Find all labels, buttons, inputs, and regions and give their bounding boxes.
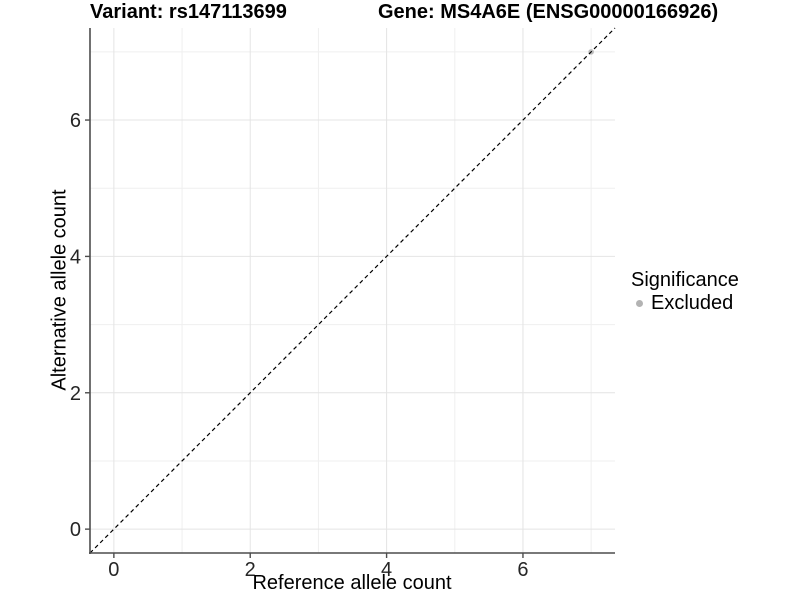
y-tick-label: 6 xyxy=(70,110,81,132)
legend-title: Significance xyxy=(631,269,739,291)
excluded-point-icon xyxy=(636,300,643,307)
y-tick-label: 0 xyxy=(70,519,81,541)
x-tick-label: 0 xyxy=(108,559,119,581)
x-tick-label: 6 xyxy=(517,559,528,581)
x-axis-title: Reference allele count xyxy=(252,572,452,594)
x-tick-label: 4 xyxy=(381,559,392,581)
variant-title: Variant: rs147113699 xyxy=(90,1,287,23)
y-tick-label: 2 xyxy=(70,383,81,405)
identity-dashed-line xyxy=(89,27,616,554)
legend-item-label: Excluded xyxy=(651,292,734,314)
y-tick-label: 4 xyxy=(70,246,81,268)
y-axis-title: Alternative allele count xyxy=(48,189,71,391)
gene-title: Gene: MS4A6E (ENSG00000166926) xyxy=(378,1,719,23)
legend: Significance Excluded xyxy=(631,268,739,315)
x-tick-label: 2 xyxy=(245,559,256,581)
legend-item-excluded: Excluded xyxy=(631,292,739,315)
